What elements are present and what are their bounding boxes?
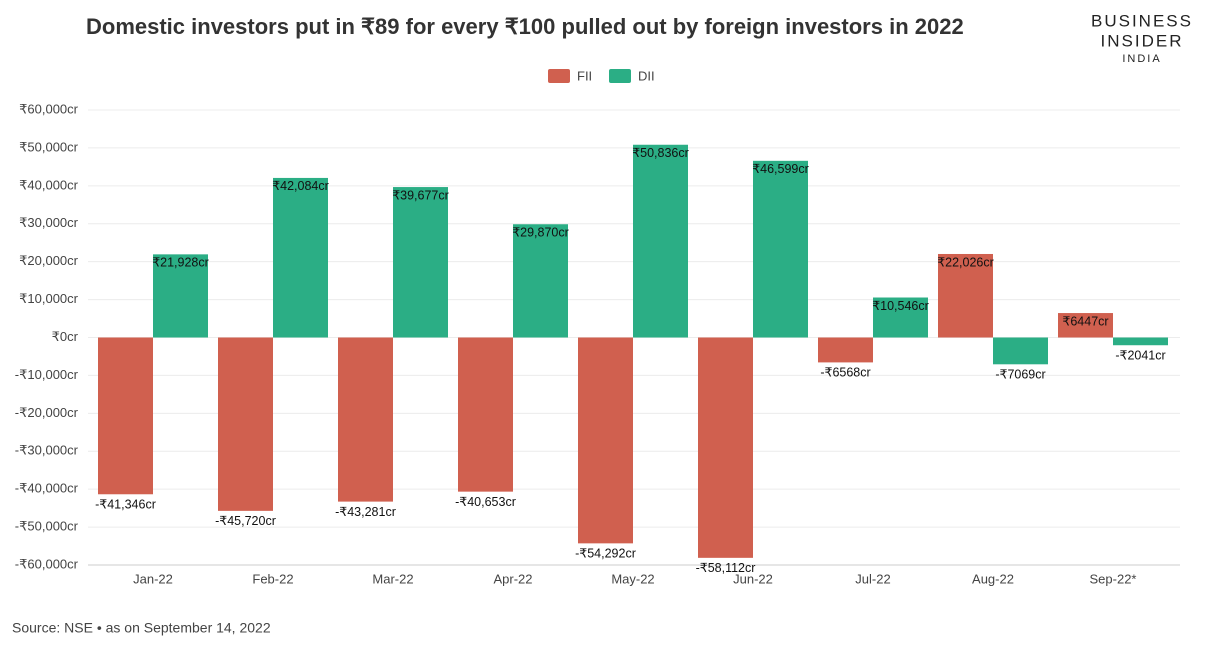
x-tick-label: Feb-22	[252, 571, 293, 586]
y-tick-label: ₹40,000cr	[19, 177, 79, 192]
value-label: ₹22,026cr	[937, 255, 994, 269]
y-tick-label: -₹60,000cr	[15, 556, 79, 571]
value-label: -₹43,281cr	[335, 505, 396, 519]
value-label: -₹40,653cr	[455, 495, 516, 509]
chart-title: Domestic investors put in ₹89 for every …	[86, 14, 964, 39]
y-tick-label: ₹10,000cr	[19, 291, 79, 306]
bar	[698, 337, 753, 558]
brand: INDIA	[1122, 53, 1161, 65]
source-note: Source: NSE • as on September 14, 2022	[12, 620, 271, 636]
value-label: ₹6447cr	[1062, 314, 1108, 328]
bar	[578, 337, 633, 544]
value-label: -₹6568cr	[820, 366, 870, 380]
bar	[1113, 337, 1168, 346]
bar	[818, 337, 873, 363]
legend-label: DII	[638, 68, 655, 83]
brand: BUSINESS	[1091, 11, 1193, 30]
bar	[753, 160, 808, 338]
bar	[218, 337, 273, 511]
y-tick-label: -₹10,000cr	[15, 367, 79, 382]
value-label: -₹58,112cr	[696, 561, 756, 575]
y-tick-label: ₹30,000cr	[19, 215, 79, 230]
y-tick-label: ₹60,000cr	[19, 101, 79, 116]
x-tick-label: Mar-22	[372, 571, 413, 586]
value-label: -₹7069cr	[995, 368, 1045, 382]
x-tick-label: May-22	[611, 571, 654, 586]
legend-swatch	[609, 69, 631, 83]
bar	[458, 337, 513, 492]
y-tick-label: -₹30,000cr	[15, 443, 79, 458]
x-tick-label: Aug-22	[972, 571, 1014, 586]
bar	[633, 144, 688, 338]
value-label: ₹10,546cr	[872, 299, 929, 313]
brand: INSIDER	[1101, 31, 1184, 50]
value-label: -₹45,720cr	[215, 514, 276, 528]
value-label: -₹41,346cr	[95, 498, 156, 512]
y-tick-label: ₹20,000cr	[19, 253, 79, 268]
value-label: ₹29,870cr	[512, 226, 569, 240]
x-tick-label: Apr-22	[493, 571, 532, 586]
x-tick-label: Jan-22	[133, 571, 173, 586]
x-tick-label: Sep-22*	[1090, 571, 1137, 586]
bar	[153, 254, 208, 338]
value-label: ₹46,599cr	[752, 162, 809, 176]
bar	[1058, 313, 1113, 338]
bar	[98, 337, 153, 495]
value-label: ₹42,084cr	[272, 179, 329, 193]
bar	[273, 177, 328, 338]
bar	[873, 297, 928, 338]
value-label: ₹21,928cr	[152, 256, 209, 270]
legend-label: FII	[577, 68, 592, 83]
y-tick-label: ₹50,000cr	[19, 139, 79, 154]
y-tick-label: ₹0cr	[52, 329, 79, 344]
value-label: ₹39,677cr	[392, 188, 449, 202]
value-label: -₹54,292cr	[575, 547, 636, 561]
x-tick-label: Jul-22	[855, 571, 890, 586]
x-tick-label: Jun-22	[733, 571, 773, 586]
y-tick-label: -₹40,000cr	[15, 481, 79, 496]
bar	[513, 224, 568, 338]
y-tick-label: -₹50,000cr	[15, 519, 79, 534]
value-label: -₹2041cr	[1115, 349, 1165, 363]
bar	[993, 337, 1048, 365]
legend-swatch	[548, 69, 570, 83]
bar	[938, 253, 993, 338]
y-tick-label: -₹20,000cr	[15, 405, 79, 420]
bar	[393, 187, 448, 338]
value-label: ₹50,836cr	[632, 146, 689, 160]
bar	[338, 337, 393, 502]
